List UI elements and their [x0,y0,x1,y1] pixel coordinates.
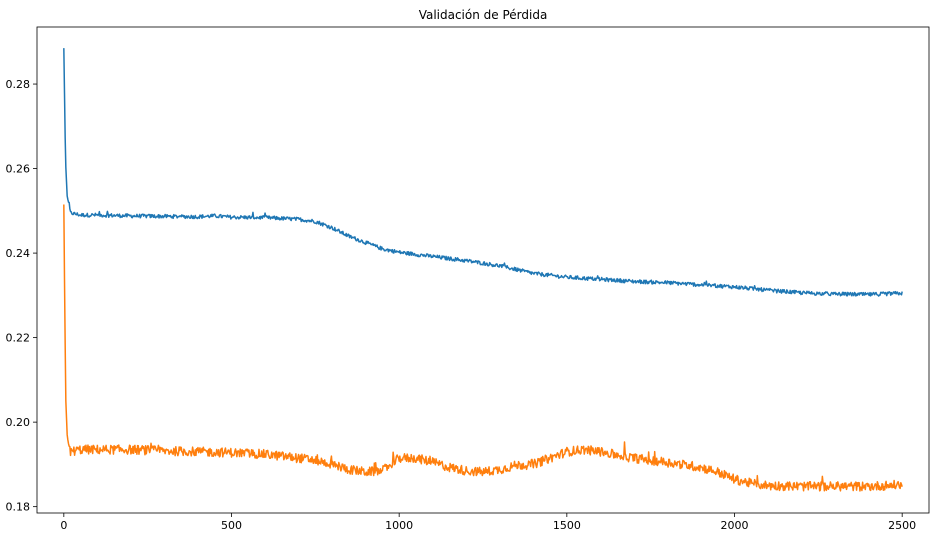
series-line-2 [63,204,903,492]
axes-layer: 0 500 1000 1500 2000 2500 0.18 0.20 0.22 0.24 0.26… [6,26,930,532]
y-tick-label: 0.20 [6,416,31,429]
x-tick-label: 2000 [721,519,749,532]
y-tick-label: 0.26 [6,163,31,176]
x-tick-label: 1500 [553,519,581,532]
chart-title: Validación de Pérdida [419,8,548,22]
x-tick-label: 2500 [888,519,916,532]
x-tick-label: 1000 [385,519,413,532]
y-tick-label: 0.24 [6,247,31,260]
y-tick-label: 0.28 [6,78,31,91]
x-tick-label: 500 [221,519,242,532]
y-tick-label: 0.18 [6,501,31,514]
series-line-1 [63,48,903,297]
series-layer [63,48,903,492]
plot-frame [36,26,930,514]
x-tick-label: 0 [60,519,67,532]
y-tick-label: 0.22 [6,332,31,345]
